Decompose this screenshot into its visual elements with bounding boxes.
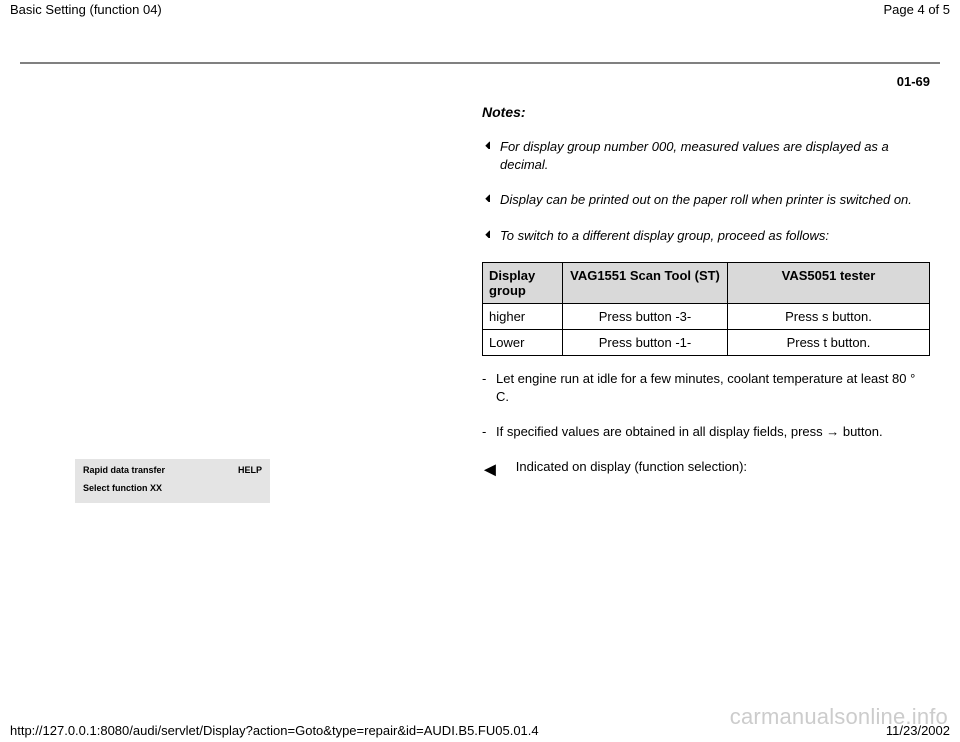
diamond-icon [482, 227, 492, 245]
step-item: - If specified values are obtained in al… [482, 423, 930, 441]
table-header-row: Display group VAG1551 Scan Tool (ST) VAS… [483, 263, 930, 304]
scan-tool-display: Rapid data transfer HELP Select function… [75, 459, 270, 503]
table-header: Display group [483, 263, 563, 304]
dash-icon: - [482, 370, 490, 405]
table-header: VAG1551 Scan Tool (ST) [563, 263, 728, 304]
table-row: higher Press button -3- Press s button. [483, 304, 930, 330]
notes-text: For display group number 000, measured v… [500, 138, 930, 173]
header-left: Basic Setting (function 04) [10, 2, 162, 17]
footer-url: http://127.0.0.1:8080/audi/servlet/Displ… [10, 723, 539, 738]
notes-heading: Notes: [482, 104, 930, 120]
table-cell: Lower [483, 330, 563, 356]
left-arrow-icon: ◄ [480, 459, 500, 482]
footer-date: 11/23/2002 [886, 723, 950, 738]
scan-right: HELP [238, 465, 262, 475]
table-header: VAS5051 tester [728, 263, 930, 304]
notes-item: To switch to a different display group, … [482, 227, 930, 245]
notes-text: Display can be printed out on the paper … [500, 191, 912, 209]
table-cell: Press button -3- [563, 304, 728, 330]
display-group-table: Display group VAG1551 Scan Tool (ST) VAS… [482, 262, 930, 356]
scan-left: Rapid data transfer [83, 465, 165, 475]
notes-item: Display can be printed out on the paper … [482, 191, 930, 209]
table-cell: Press button -1- [563, 330, 728, 356]
dash-icon: - [482, 423, 490, 441]
step-text-inner: If specified values are obtained in all … [496, 424, 883, 439]
step-text: Let engine run at idle for a few minutes… [496, 370, 930, 405]
scan-line-1: Rapid data transfer HELP [83, 465, 262, 475]
header-right: Page 4 of 5 [884, 2, 951, 17]
page-footer: http://127.0.0.1:8080/audi/servlet/Displ… [0, 723, 960, 738]
notes-text: To switch to a different display group, … [500, 227, 829, 245]
table-row: Lower Press button -1- Press t button. [483, 330, 930, 356]
step-item: - Let engine run at idle for a few minut… [482, 370, 930, 405]
notes-item: For display group number 000, measured v… [482, 138, 930, 173]
main-content: Notes: For display group number 000, mea… [482, 104, 930, 441]
indicator-row: Rapid data transfer HELP Select function… [75, 459, 930, 503]
indicated-text: Indicated on display (function selection… [516, 459, 930, 474]
page-header: Basic Setting (function 04) Page 4 of 5 [0, 0, 960, 17]
step-text: If specified values are obtained in all … [496, 423, 883, 441]
notes-list: For display group number 000, measured v… [482, 138, 930, 244]
scan-line-2: Select function XX [83, 483, 262, 493]
table-cell: Press s button. [728, 304, 930, 330]
table-cell: Press t button. [728, 330, 930, 356]
page-reference: 01-69 [0, 64, 960, 89]
table-cell: higher [483, 304, 563, 330]
step-list: - Let engine run at idle for a few minut… [482, 370, 930, 441]
diamond-icon [482, 138, 492, 173]
diamond-icon [482, 191, 492, 209]
